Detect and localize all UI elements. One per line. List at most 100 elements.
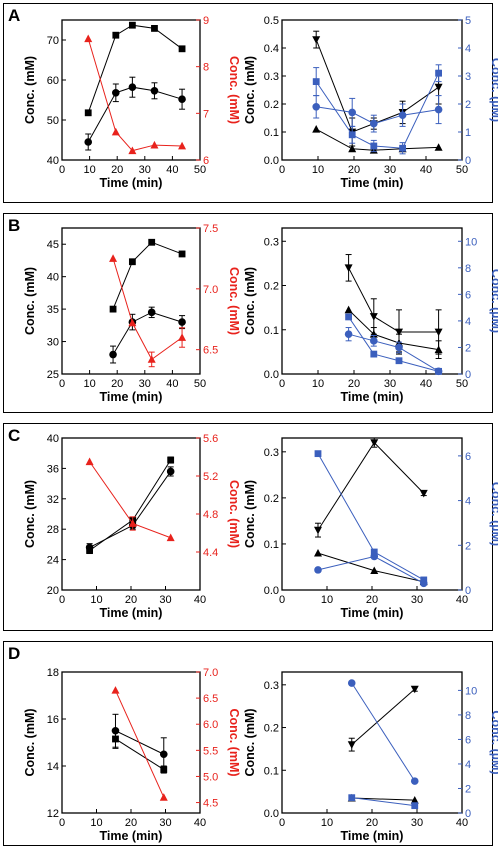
y2-tick-label: 2 — [465, 783, 471, 795]
data-point — [128, 318, 137, 327]
x-axis-label: Time (min) — [100, 176, 163, 190]
data-point — [159, 750, 168, 759]
y-tick-label: 20 — [47, 585, 59, 597]
data-point — [370, 548, 378, 556]
y2-tick-label: 0 — [465, 155, 471, 167]
chart-b-right: 0 10 20 30 40 50 0.0 0.1 0.2 0.3 0 2 4 6 8 10 Time (min)… — [243, 227, 498, 404]
y-axis-label: Conc. (mM) — [23, 267, 37, 335]
y2-axis-label: Conc. (µM) — [489, 58, 498, 122]
panel-a: A — [3, 3, 493, 203]
x-tick-label: 10 — [90, 594, 102, 606]
data-series — [109, 306, 186, 364]
data-point — [395, 328, 403, 337]
data-point — [434, 105, 443, 114]
x-tick-label: 0 — [279, 594, 285, 606]
y2-tick-label: 4 — [465, 496, 471, 508]
chart-a-right: 0 10 20 30 40 50 0.0 0.1 0.2 0.3 0.4 0.5 0 1 2 3 4 5 Time … — [243, 15, 498, 190]
chart-d-left: 0 10 20 30 40 12 14 16 18 4.5 5.0 5.5 6.0 6.5 7.0 Time … — [23, 667, 241, 843]
data-point — [312, 125, 321, 133]
data-point — [312, 78, 320, 85]
y-tick-label: 0.2 — [264, 723, 279, 735]
plot-frame — [281, 19, 463, 161]
data-series — [314, 552, 428, 588]
x-tick-label: 40 — [166, 378, 178, 390]
y-tick-label: 0.2 — [264, 493, 279, 505]
y2-tick-label: 10 — [465, 236, 477, 248]
data-point — [314, 566, 322, 574]
data-series — [344, 254, 443, 355]
data-point — [398, 111, 407, 119]
data-point — [314, 526, 322, 535]
plot-frame — [61, 671, 201, 814]
y2-axis-label: Conc. (µM) — [489, 269, 498, 333]
data-point — [128, 519, 137, 527]
data-point — [369, 313, 378, 321]
y2-tick-label: 7.0 — [203, 667, 218, 679]
y-tick-label: 0.1 — [264, 325, 279, 337]
y-tick-label: 0.3 — [264, 236, 279, 248]
x-tick-label: 40 — [456, 594, 468, 606]
data-point — [419, 489, 428, 498]
data-point — [150, 87, 159, 95]
x-tick-label: 40 — [194, 817, 206, 829]
data-series — [111, 713, 168, 772]
x-axis-label: Time (min) — [341, 390, 404, 404]
series-line — [351, 797, 415, 807]
data-series — [348, 794, 419, 810]
data-series — [312, 95, 443, 133]
series-line — [348, 267, 439, 333]
data-point — [395, 357, 403, 365]
x-tick-label: 20 — [366, 817, 378, 829]
data-point — [370, 337, 378, 345]
x-tick-label: 40 — [420, 164, 432, 176]
x-tick-label: 0 — [279, 817, 285, 829]
data-point — [112, 89, 120, 97]
data-point — [148, 238, 156, 246]
y-tick-label: 0.1 — [264, 127, 279, 139]
panel-c: C — [3, 423, 493, 631]
data-point — [178, 45, 186, 53]
panel-b: B — [3, 213, 493, 413]
data-point — [178, 141, 187, 150]
data-series — [111, 686, 168, 801]
x-tick-label: 30 — [139, 378, 151, 390]
x-tick-label: 0 — [279, 164, 285, 176]
y2-tick-label: 8 — [465, 710, 471, 722]
plot-frame — [61, 437, 201, 591]
x-tick-label: 30 — [139, 164, 151, 176]
y2-axis-label: Conc. (mM) — [227, 708, 241, 776]
data-series — [109, 238, 186, 313]
data-point — [312, 36, 321, 44]
y-tick-label: 0.0 — [264, 369, 279, 381]
data-series — [84, 34, 187, 155]
chart-b-left: 0 10 20 30 40 50 25 30 35 40 45 6.5 7.0 7.5 Time (min)… — [23, 223, 241, 404]
y2-tick-label: 5.2 — [203, 471, 218, 483]
data-point — [166, 467, 175, 476]
data-point — [347, 679, 356, 687]
series-line — [87, 24, 183, 113]
plot-frame — [281, 227, 463, 375]
data-series — [314, 450, 428, 584]
series-line — [351, 682, 416, 782]
series-line — [348, 316, 439, 372]
data-point — [348, 131, 356, 139]
data-series — [112, 729, 168, 774]
data-point — [434, 328, 443, 337]
x-tick-label: 10 — [312, 164, 324, 176]
data-point — [410, 777, 419, 785]
data-point — [150, 140, 159, 149]
y-tick-label: 24 — [47, 555, 59, 567]
x-tick-label: 20 — [348, 378, 360, 390]
data-point — [344, 330, 353, 338]
x-tick-label: 30 — [159, 594, 171, 606]
y2-tick-label: 4.8 — [203, 509, 218, 521]
y-tick-label: 28 — [47, 524, 59, 536]
data-point — [419, 579, 428, 588]
data-series — [84, 76, 186, 151]
y2-tick-label: 6 — [465, 289, 471, 301]
y2-tick-label: 0 — [465, 808, 471, 820]
series-line — [317, 453, 424, 581]
data-point — [344, 305, 353, 314]
series-line — [348, 333, 439, 372]
x-tick-label: 50 — [194, 378, 206, 390]
